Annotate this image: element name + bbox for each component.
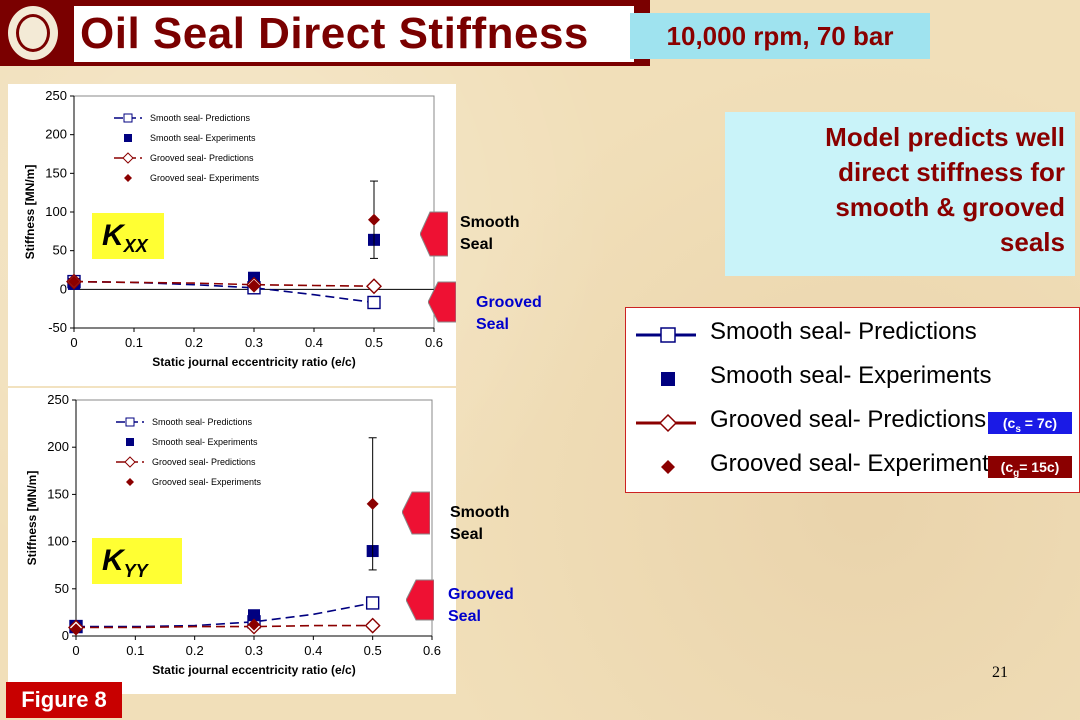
data-point-open-diamond [366,278,382,295]
line-open-diamond-icon [636,413,700,433]
y-tick-label: 50 [53,243,67,258]
x-tick-label: 0.1 [126,643,144,658]
x-tick-label: 0.3 [245,643,263,658]
legend-box: Smooth seal- Predictions Smooth seal- Ex… [625,307,1080,493]
legend-marker [124,456,136,468]
data-point-open-square [365,596,380,610]
legend-label: Grooved seal- Predictions [152,457,256,467]
grooved-arrow-kxx-icon [428,281,456,323]
y-tick-label: 0 [62,628,69,643]
operating-conditions: 10,000 rpm, 70 bar [630,13,930,59]
x-tick-label: 0.1 [125,335,143,350]
y-tick-label: 150 [45,165,67,180]
data-point-filled-square [248,609,260,622]
smooth-seal-label-kxx: Smooth Seal [460,214,520,253]
legend-label: Smooth seal- Predictions [152,417,253,427]
legend-label: Smooth seal- Experiments [152,437,258,447]
legend-item-smooth-predictions: Smooth seal- Predictions [636,314,1076,354]
data-point-filled-diamond [248,279,260,292]
filled-diamond-icon [661,460,675,474]
legend-label: Smooth seal- Experiments [150,133,256,143]
smooth-arrow-kyy-icon [402,491,430,535]
y-tick-label: 250 [47,392,69,407]
model-note: Model predicts well direct stiffness for… [725,112,1075,276]
page-number: 21 [992,664,1008,681]
legend-marker [123,113,133,123]
x-tick-label: 0 [72,643,79,658]
figure-tag: Figure 8 [6,682,122,718]
legend-label: Grooved seal- Predictions [150,153,254,163]
legend-item-grooved-predictions: Grooved seal- Predictions [636,402,1076,442]
x-tick-label: 0.4 [304,643,322,658]
slide-title: Oil Seal Direct Stiffness [74,6,634,62]
x-tick-label: 0.3 [245,335,263,350]
legend-marker [126,478,134,486]
legend-label: Smooth seal- Predictions [150,113,251,123]
smooth-clearance-badge: (cs = 7c) [988,412,1072,435]
grooved-seal-label-kyy: Grooved Seal [448,586,514,625]
title-bar: Oil Seal Direct Stiffness [0,0,650,66]
grooved-seal-label-kxx: Grooved Seal [476,294,542,333]
y-tick-label: 100 [45,204,67,219]
x-tick-label: 0.2 [186,643,204,658]
x-tick-label: 0.5 [364,643,382,658]
kxx-label: KXX [92,213,164,259]
y-tick-label: 0 [60,281,67,296]
x-axis-label: Static journal eccentricity ratio (e/c) [152,355,355,369]
lab-logo-icon [6,4,60,62]
x-tick-label: 0.5 [365,335,383,350]
smooth-seal-label-kyy: Smooth Seal [450,504,510,543]
kxx-chart-panel: -50 0 50 100 150 200 250 0 0.1 0.2 0.3 0.4 0.5 0.6 Sta… [8,84,456,386]
x-tick-label: 0.6 [423,643,441,658]
y-tick-label: 150 [47,486,69,501]
x-tick-label: 0.6 [425,335,443,350]
data-point-filled-diamond [70,623,82,636]
legend-marker [126,438,134,446]
y-axis-label: Stiffness [MN/m] [25,471,39,566]
y-tick-label: 200 [45,127,67,142]
y-tick-label: 250 [45,88,67,103]
legend-marker [125,417,135,427]
grooved-arrow-kyy-icon [406,579,434,621]
legend-label: Grooved seal- Experiments [150,173,260,183]
x-tick-label: 0 [70,335,77,350]
y-axis-label: Stiffness [MN/m] [23,165,37,260]
x-axis-label: Static journal eccentricity ratio (e/c) [152,663,355,677]
grooved-clearance-badge: (cg= 15c) [988,456,1072,479]
filled-square-icon [661,372,675,386]
series-line [76,624,373,629]
y-tick-label: 200 [47,439,69,454]
legend-marker [122,152,134,164]
data-point-filled-diamond [366,497,379,510]
legend-marker [124,174,132,182]
legend-item-smooth-experiments: Smooth seal- Experiments [636,358,1076,398]
series-line [76,602,373,628]
data-point-filled-diamond [68,275,80,288]
kyy-chart: 0 50 100 150 200 250 0 0.1 0.2 0.3 0.4 0.5 0.6 Static… [25,392,441,677]
data-point-open-diamond [364,617,381,634]
legend-marker [124,134,132,142]
kyy-chart-panel: 0 50 100 150 200 250 0 0.1 0.2 0.3 0.4 0.5 0.6 Static… [8,388,456,694]
line-open-square-icon [636,327,700,343]
x-tick-label: 0.2 [185,335,203,350]
legend-label: Grooved seal- Experiments [152,477,262,487]
smooth-arrow-kxx-icon [420,211,448,257]
kyy-label: KYY [92,538,182,584]
legend-item-grooved-experiments: Grooved seal- Experiments [636,446,1076,486]
data-point-filled-diamond [248,618,260,631]
x-tick-label: 0.4 [305,335,323,350]
y-tick-label: -50 [48,320,67,335]
series-line [73,280,375,287]
data-point-filled-diamond [368,213,380,226]
y-tick-label: 100 [47,534,69,549]
y-tick-label: 50 [55,581,69,596]
data-point-open-square [367,295,381,310]
